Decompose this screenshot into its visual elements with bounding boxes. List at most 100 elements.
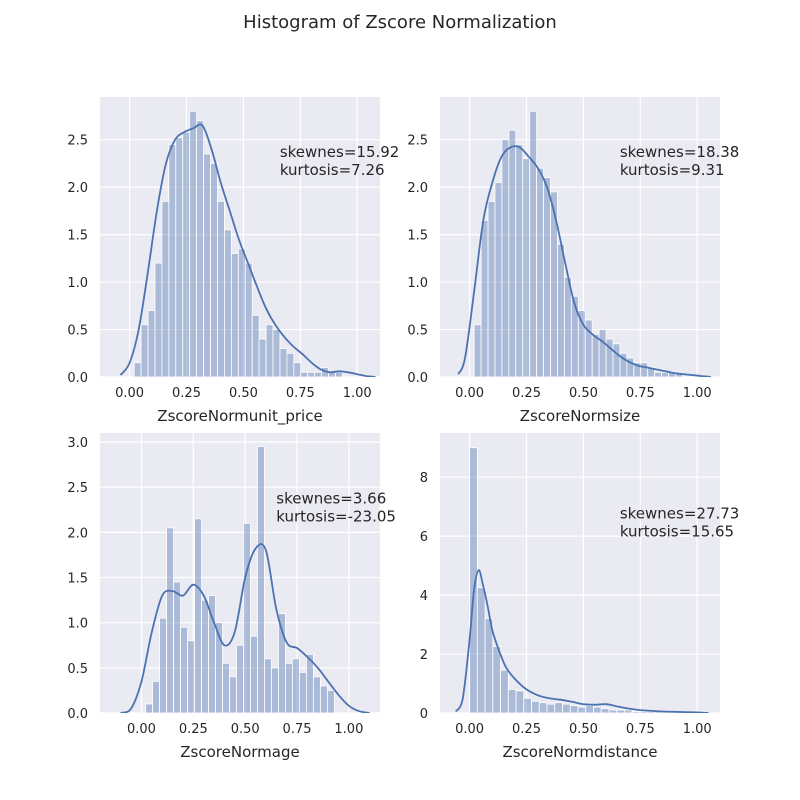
- stats-annotation-line: kurtosis=9.31: [620, 161, 725, 179]
- y-tick-label: 2.5: [407, 134, 428, 149]
- histogram-bar: [286, 352, 295, 377]
- histogram-bar: [182, 131, 191, 377]
- histogram-bar: [522, 158, 531, 377]
- y-tick-label: 1.5: [67, 229, 88, 244]
- histogram-bar: [312, 676, 321, 713]
- x-tick-label: 0.50: [231, 722, 260, 737]
- histogram-bar: [272, 329, 281, 377]
- y-tick-label: 2.5: [67, 134, 88, 149]
- histogram-bar: [335, 371, 343, 377]
- x-tick-label: 0.75: [283, 722, 312, 737]
- histogram-bar: [145, 703, 154, 713]
- histogram-bar: [569, 705, 579, 713]
- histogram-bar: [230, 253, 239, 377]
- histogram-bar: [140, 324, 149, 377]
- histogram-bar: [243, 522, 251, 713]
- x-tick-label: 1.00: [683, 722, 712, 737]
- y-tick-label: 2.0: [67, 526, 88, 541]
- x-tick-label: 0.25: [172, 386, 201, 401]
- y-tick-label: 1.5: [407, 229, 428, 244]
- histogram-bar: [300, 371, 309, 377]
- x-tick-label: 0.25: [512, 386, 541, 401]
- histogram-bars: [145, 446, 335, 713]
- kde-line: [457, 145, 712, 377]
- histogram-bar: [640, 362, 649, 377]
- kde-line: [119, 123, 376, 377]
- histogram-bar: [501, 139, 510, 377]
- histogram-bar: [480, 219, 489, 377]
- x-tick-label: 0.75: [286, 386, 315, 401]
- plot-area: [100, 97, 380, 377]
- histogram-bar: [570, 295, 579, 377]
- histogram-bar: [616, 709, 625, 713]
- kde-line: [120, 543, 370, 713]
- histogram-bar: [217, 201, 225, 377]
- x-tick-label: 1.00: [334, 722, 363, 737]
- stats-annotation-line: kurtosis=7.26: [280, 161, 385, 179]
- histogram-bar: [326, 690, 335, 713]
- y-tick-label: 1.5: [67, 572, 88, 587]
- histogram-bar: [515, 144, 524, 377]
- x-tick-label: 0.00: [115, 386, 144, 401]
- histogram-bar: [166, 527, 174, 713]
- histogram-bar: [598, 329, 607, 377]
- kde-line: [455, 569, 709, 713]
- histogram-bar: [154, 262, 163, 377]
- histogram-bar: [258, 338, 267, 377]
- histogram-bar: [523, 697, 532, 713]
- histogram-bar: [285, 662, 293, 713]
- histogram-bar: [554, 702, 563, 713]
- histogram-bar: [168, 144, 177, 377]
- histogram-bar: [229, 676, 237, 713]
- x-tick-label: 0.50: [569, 386, 598, 401]
- y-tick-label: 4: [420, 589, 428, 604]
- histogram-bar: [161, 201, 170, 377]
- histogram-bar: [299, 671, 307, 713]
- histogram-bars: [469, 447, 703, 713]
- histogram-bar: [251, 314, 260, 377]
- histogram-bar: [236, 644, 244, 713]
- histogram-bar: [654, 371, 663, 377]
- histogram-bar: [147, 310, 156, 377]
- y-tick-label: 0.5: [407, 324, 428, 339]
- histogram-bar: [564, 276, 572, 377]
- stats-annotation: skewnes=3.66 kurtosis=-23.05: [276, 489, 396, 525]
- histogram-bar: [224, 229, 232, 377]
- x-tick-label: 0.25: [179, 722, 208, 737]
- plot-area: [440, 433, 720, 713]
- stats-annotation: skewnes=27.73 kurtosis=15.65: [620, 504, 740, 540]
- y-tick-label: 0.5: [67, 662, 88, 677]
- stats-annotation: skewnes=18.38 kurtosis=9.31: [620, 143, 740, 179]
- x-tick-label: 0.75: [626, 722, 655, 737]
- x-tick-label: 0.50: [229, 386, 258, 401]
- histogram-bar: [562, 703, 571, 713]
- histogram-bar: [500, 669, 509, 713]
- y-tick-label: 8: [420, 471, 428, 486]
- stats-annotation-line: skewnes=27.73: [620, 504, 740, 522]
- y-tick-label: 0.0: [407, 371, 428, 386]
- histogram-bar: [585, 705, 594, 713]
- histogram-bar: [476, 587, 486, 713]
- y-tick-label: 2: [420, 648, 428, 663]
- subplot-3: 0.00 0.25 0.50 0.75 1.00 0.0 0.5 1.0 1.5 2.0 2.5 3.…: [67, 433, 396, 761]
- x-tick-label: 1.00: [343, 386, 372, 401]
- histogram-bar: [507, 689, 517, 713]
- plot-area: [440, 97, 720, 377]
- histogram-bar: [244, 262, 253, 377]
- stats-annotation-line: kurtosis=15.65: [620, 522, 734, 540]
- histogram-bar: [487, 201, 496, 377]
- stats-annotation-line: kurtosis=-23.05: [276, 507, 396, 525]
- histogram-bar: [536, 167, 544, 377]
- histogram-bar: [319, 685, 328, 713]
- y-tick-label: 6: [420, 530, 428, 545]
- histogram-bar: [494, 182, 503, 377]
- x-tick-label: 0.00: [127, 722, 156, 737]
- histogram-bar: [189, 110, 198, 377]
- histogram-bar: [515, 690, 525, 713]
- y-tick-label: 1.0: [67, 617, 88, 632]
- histogram-bar: [133, 362, 142, 377]
- histogram-bar: [201, 599, 209, 713]
- histogram-bar: [293, 362, 302, 377]
- x-tick-label: 0.75: [626, 386, 655, 401]
